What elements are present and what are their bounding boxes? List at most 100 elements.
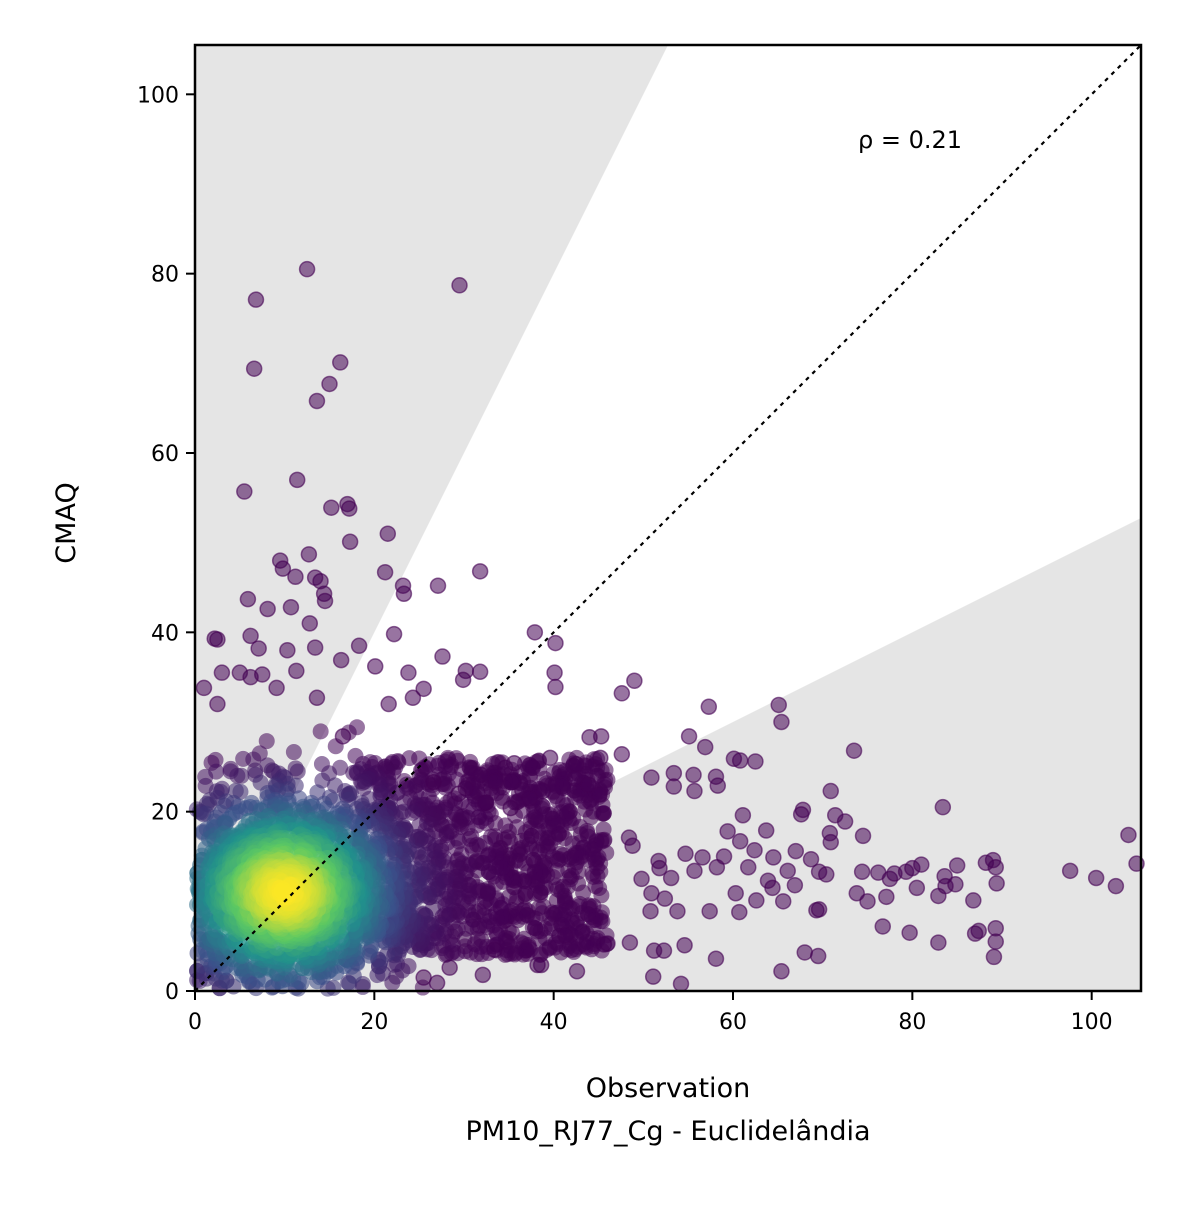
data-point [316, 592, 334, 610]
data-point [624, 837, 641, 854]
data-point [380, 695, 397, 713]
data-point [1107, 877, 1125, 895]
data-point [366, 658, 384, 675]
data-point [621, 934, 639, 951]
plot-frame [193, 43, 1143, 993]
data-point [908, 879, 926, 897]
data-point [696, 738, 714, 756]
data-point [656, 890, 674, 907]
data-point [774, 893, 792, 910]
data-point [779, 862, 796, 880]
data-point [301, 615, 319, 632]
data-point [245, 360, 263, 377]
data-point [874, 918, 892, 935]
data-point [700, 698, 718, 716]
one-to-one-line [194, 44, 1142, 992]
data-point [802, 850, 820, 868]
correlation-annotation: ρ = 0.21 [858, 126, 962, 154]
data-point [450, 785, 467, 802]
y-tick-label: 100 [137, 83, 179, 108]
data-point [701, 902, 718, 920]
data-point [547, 678, 564, 696]
data-point [568, 963, 586, 980]
data-point [731, 752, 749, 769]
data-point [477, 794, 494, 811]
data-point [521, 789, 538, 807]
data-point [259, 600, 276, 618]
data-point [686, 782, 703, 800]
y-tick-label: 80 [151, 263, 179, 288]
data-point [526, 624, 544, 641]
data-point [613, 685, 631, 702]
data-point [1061, 862, 1079, 880]
data-point [966, 925, 984, 942]
data-point [854, 827, 872, 845]
data-point [746, 841, 763, 859]
data-point [340, 500, 358, 517]
data-point [268, 679, 285, 697]
data-point [878, 888, 895, 906]
data-point [1087, 869, 1105, 887]
data-point [707, 950, 725, 967]
data-point [247, 291, 265, 308]
data-point [694, 849, 711, 866]
data-point [796, 944, 813, 961]
density-point [388, 968, 405, 985]
data-point [242, 627, 259, 645]
data-point [487, 772, 504, 790]
density-point [289, 763, 306, 780]
data-point [655, 942, 673, 959]
data-point [773, 963, 790, 980]
data-point [965, 892, 982, 909]
data-point [350, 637, 368, 655]
data-point [853, 863, 871, 880]
data-point [662, 869, 680, 887]
data-point [298, 260, 316, 278]
data-point [566, 770, 584, 787]
data-point [415, 969, 432, 986]
data-point [592, 749, 609, 767]
data-point [822, 833, 839, 851]
data-point [731, 833, 749, 850]
data-point [669, 902, 686, 920]
data-point [451, 277, 468, 294]
data-point [332, 651, 350, 669]
data-point [323, 499, 340, 516]
density-point [584, 865, 601, 882]
data-point [400, 664, 417, 681]
points-group [188, 260, 1145, 997]
data-point [734, 807, 752, 824]
data-point [747, 753, 764, 770]
data-point [859, 893, 876, 910]
data-point [441, 959, 458, 976]
y-tick-label: 60 [151, 442, 179, 467]
data-point [787, 842, 805, 860]
data-point [633, 870, 650, 888]
data-point [341, 533, 359, 551]
data-point [471, 563, 489, 580]
data-point [901, 924, 918, 941]
data-point [567, 755, 585, 773]
data-point [472, 766, 490, 784]
data-point [429, 577, 447, 594]
data-point [642, 902, 659, 920]
density-point [258, 733, 275, 750]
data-point [818, 866, 835, 883]
data-point [913, 856, 930, 873]
data-point [236, 483, 253, 500]
data-point [334, 728, 352, 745]
data-point [786, 876, 804, 894]
data-point [672, 975, 690, 993]
data-point [288, 662, 305, 680]
data-point [845, 742, 863, 759]
data-point [685, 766, 702, 784]
data-point [665, 778, 683, 795]
data-point [987, 933, 1004, 950]
density-point [273, 883, 290, 900]
data-point [279, 642, 296, 659]
data-point [332, 354, 349, 371]
density-point [285, 744, 302, 761]
data-point [486, 941, 503, 959]
